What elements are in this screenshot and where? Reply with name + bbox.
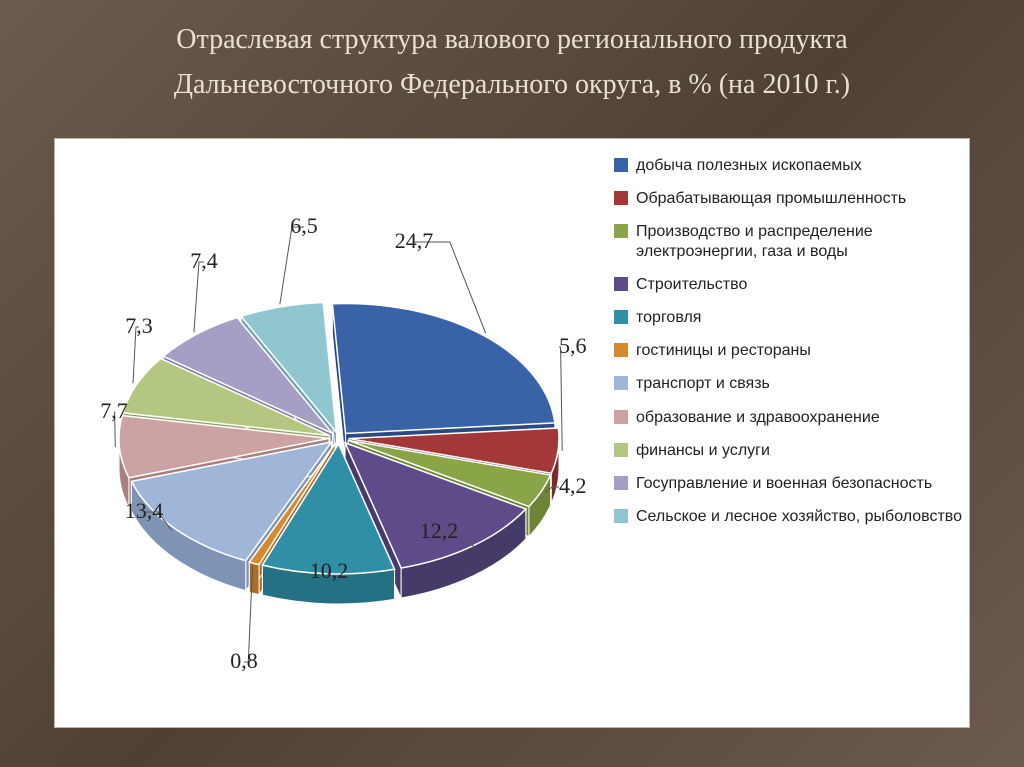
pie-data-label: 6,5 — [290, 213, 318, 238]
legend-label: транспорт и связь — [636, 374, 770, 393]
legend-label: Обрабатывающая промышленность — [636, 189, 906, 208]
legend-swatch — [614, 158, 628, 172]
legend-swatch — [614, 443, 628, 457]
legend-item: гостиницы и рестораны — [614, 341, 964, 360]
pie-data-label: 10,2 — [310, 558, 349, 583]
legend-label: Строительство — [636, 275, 747, 294]
legend-item: Сельское и лесное хозяйство, рыболовство — [614, 507, 964, 526]
pie-data-label: 7,3 — [125, 313, 153, 338]
legend-label: образование и здравоохранение — [636, 408, 880, 427]
legend-label: Производство и распределение электроэнер… — [636, 222, 964, 260]
legend-item: Производство и распределение электроэнер… — [614, 222, 964, 260]
legend-swatch — [614, 476, 628, 490]
pie-data-label: 0,8 — [230, 648, 258, 673]
pie-slice — [332, 303, 554, 433]
title-line-2: Дальневосточного Федерального округа, в … — [174, 69, 850, 100]
chart-title: Отраслевая структура валового региональн… — [0, 0, 1024, 108]
legend-label: гостиницы и рестораны — [636, 341, 811, 360]
legend-swatch — [614, 410, 628, 424]
pie-chart: 24,7 5,6 4,2 12,2 10,2 0,8 13,4 7,7 7,3 7,4 6,5 — [54, 138, 614, 728]
pie-data-label: 12,2 — [420, 518, 459, 543]
legend-item: транспорт и связь — [614, 374, 964, 393]
legend-label: торговля — [636, 308, 701, 327]
legend-item: Строительство — [614, 275, 964, 294]
legend-swatch — [614, 376, 628, 390]
pie-slice-side — [249, 562, 259, 595]
pie-data-label: 13,4 — [125, 498, 164, 523]
legend-item: торговля — [614, 308, 964, 327]
legend-item: добыча полезных ископаемых — [614, 156, 964, 175]
legend-label: Сельское и лесное хозяйство, рыболовство — [636, 507, 962, 526]
legend-label: финансы и услуги — [636, 441, 770, 460]
legend: добыча полезных ископаемых Обрабатывающая… — [614, 138, 970, 728]
leader-line — [280, 227, 304, 304]
legend-swatch — [614, 191, 628, 205]
pie-data-label: 4,2 — [559, 473, 587, 498]
title-line-1: Отраслевая структура валового региональн… — [176, 24, 847, 55]
legend-item: Госуправление и военная безопасность — [614, 474, 964, 493]
legend-item: финансы и услуги — [614, 441, 964, 460]
pie-data-label: 5,6 — [559, 333, 587, 358]
legend-item: образование и здравоохранение — [614, 408, 964, 427]
legend-label: добыча полезных ископаемых — [636, 156, 862, 175]
legend-swatch — [614, 310, 628, 324]
pie-data-label: 24,7 — [395, 228, 434, 253]
legend-swatch — [614, 509, 628, 523]
pie-data-label: 7,7 — [100, 398, 128, 423]
legend-swatch — [614, 277, 628, 291]
legend-swatch — [614, 224, 628, 238]
legend-label: Госуправление и военная безопасность — [636, 474, 932, 493]
legend-swatch — [614, 343, 628, 357]
chart-panel: 24,7 5,6 4,2 12,2 10,2 0,8 13,4 7,7 7,3 7,4 6,5 до… — [54, 138, 970, 728]
pie-data-label: 7,4 — [190, 248, 218, 273]
legend-item: Обрабатывающая промышленность — [614, 189, 964, 208]
